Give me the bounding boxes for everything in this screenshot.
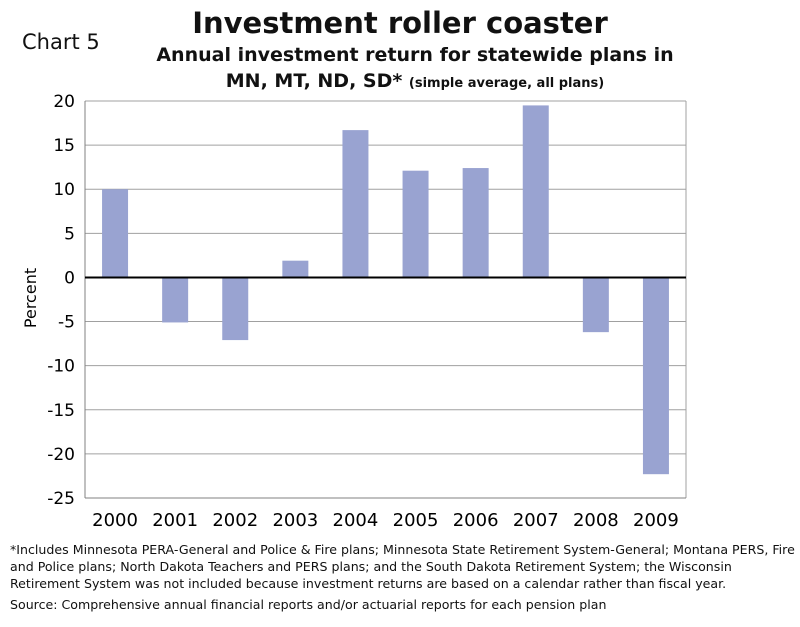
bar-2005 [402, 170, 429, 278]
y-axis-label: Percent [21, 268, 40, 328]
chart-subtitle-line1: Annual investment return for statewide p… [156, 44, 674, 66]
x-tick-label: 2001 [152, 510, 198, 531]
chart-subtitle-states: MN, MT, ND, SD* [225, 70, 403, 92]
y-tick-label: 15 [53, 136, 75, 156]
bar-2008 [582, 277, 609, 333]
bar-2001 [162, 277, 189, 323]
y-tick-label: -25 [47, 489, 75, 509]
y-tick-label: 5 [64, 224, 75, 244]
x-tick-label: 2003 [272, 510, 318, 531]
x-tick-label: 2009 [633, 510, 679, 531]
x-tick-label: 2007 [513, 510, 559, 531]
bar-2002 [222, 277, 249, 341]
footnote: *Includes Minnesota PERA-General and Pol… [10, 542, 795, 591]
bar-2007 [522, 105, 549, 278]
x-tick-label: 2005 [393, 510, 439, 531]
axes: 20 15 10 5 0 -5 -10 -15 -20 -25 2000 2001 2002 2003 20… [47, 92, 687, 531]
chart-subtitle-note: (simple average, all plans) [408, 76, 605, 91]
x-tick-label: 2002 [212, 510, 258, 531]
source-note: Source: Comprehensive annual financial r… [10, 597, 607, 612]
x-tick-label: 2008 [573, 510, 619, 531]
bar-2009 [642, 277, 669, 475]
y-tick-label: 20 [53, 92, 75, 112]
y-tick-label: -5 [58, 313, 75, 333]
gridlines [85, 100, 686, 499]
x-tick-label: 2000 [92, 510, 138, 531]
bar-2006 [462, 168, 489, 278]
y-tick-label: -20 [47, 445, 75, 465]
chart-title: Investment roller coaster [192, 6, 608, 40]
y-tick-label: -10 [47, 357, 75, 377]
x-tick-label: 2004 [333, 510, 379, 531]
bar-2003 [282, 260, 309, 278]
chart-number-label: Chart 5 [22, 30, 100, 54]
y-tick-label: 0 [64, 268, 75, 288]
bar-2004 [342, 130, 369, 278]
chart-subtitle-line2: MN, MT, ND, SD* (simple average, all pla… [150, 70, 680, 92]
x-tick-label: 2006 [453, 510, 499, 531]
y-tick-label: -15 [47, 401, 75, 421]
bars [102, 105, 669, 475]
bar-2000 [102, 189, 129, 278]
y-tick-label: 10 [53, 180, 75, 200]
bar-chart: 20 15 10 5 0 -5 -10 -15 -20 -25 2000 2001 2002 2003 20… [21, 92, 687, 531]
